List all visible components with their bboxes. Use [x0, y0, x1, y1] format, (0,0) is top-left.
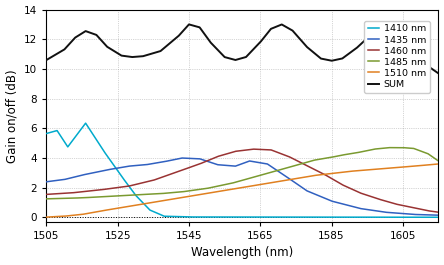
- Y-axis label: Gain on/off (dB): Gain on/off (dB): [6, 69, 19, 162]
- Legend: 1410 nm, 1435 nm, 1460 nm, 1485 nm, 1510 nm, SUM: 1410 nm, 1435 nm, 1460 nm, 1485 nm, 1510…: [364, 21, 430, 92]
- X-axis label: Wavelength (nm): Wavelength (nm): [191, 246, 293, 259]
